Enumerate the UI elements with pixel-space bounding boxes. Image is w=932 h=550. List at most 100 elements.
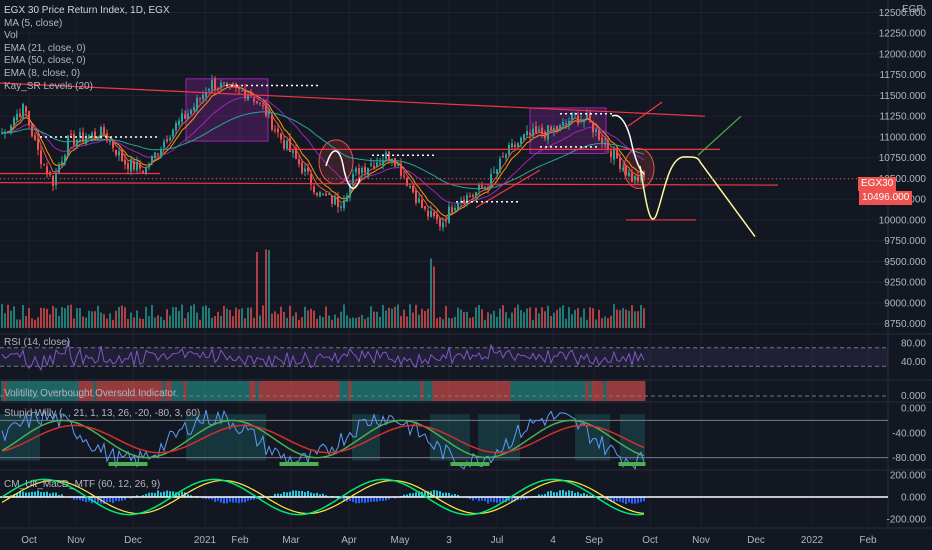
willy-signal-dot: [126, 462, 130, 466]
willy-signal-dot: [120, 462, 124, 466]
highlight-box-feb: [185, 78, 269, 142]
macd-histogram-bar: [235, 497, 237, 503]
macd-histogram-bar: [241, 497, 243, 503]
volatility-pane-label[interactable]: Volitility Overbought Oversold Indicator: [4, 388, 177, 399]
volume-bar: [352, 317, 354, 328]
candle-body: [154, 152, 156, 158]
candle-body: [202, 94, 204, 100]
candle-body: [175, 123, 177, 131]
macd-histogram-bar: [616, 497, 618, 502]
volume-bar: [607, 318, 609, 328]
volatility-bar: [15, 381, 19, 401]
legend-ema8[interactable]: EMA (8, close, 0): [4, 67, 81, 79]
candle-body: [412, 185, 414, 193]
candle-body: [313, 186, 315, 193]
volatility-bar: [555, 381, 559, 401]
macd-histogram-bar: [124, 497, 126, 501]
candle-body: [25, 106, 27, 113]
candle-body: [61, 161, 63, 165]
candle-body: [493, 172, 495, 174]
volatility-bar: [135, 381, 139, 401]
macd-histogram-bar: [589, 495, 591, 497]
volume-bar: [271, 313, 273, 328]
volume-bar: [559, 307, 561, 328]
willy-signal-dot: [315, 462, 319, 466]
volatility-bar: [360, 381, 364, 401]
volatility-bar: [384, 381, 388, 401]
candle-body: [142, 171, 144, 173]
legend-vol[interactable]: Vol: [4, 30, 18, 42]
macd-pane-label[interactable]: CM_Ult_MacD_MTF (60, 12, 26, 9): [4, 479, 161, 490]
candle-body: [457, 203, 459, 210]
volatility-bar: [414, 381, 418, 401]
macd-histogram-bar: [382, 497, 384, 501]
volatility-bar: [207, 381, 211, 401]
sr-level-low: [0, 182, 779, 186]
macd-histogram-bar: [226, 497, 228, 504]
volatility-bar: [501, 381, 505, 401]
candle-body: [526, 130, 528, 136]
volatility-bar: [192, 381, 196, 401]
willy-slow-line: [1, 424, 645, 454]
legend-ma5[interactable]: MA (5, close): [4, 17, 63, 29]
volatility-bar: [237, 381, 241, 401]
volume-bar: [415, 304, 417, 328]
volatility-bar: [309, 381, 313, 401]
volatility-bar: [69, 381, 73, 401]
volatility-bar: [60, 381, 64, 401]
volume-bar: [484, 319, 486, 328]
candle-body: [436, 214, 438, 220]
volume-bar: [601, 318, 603, 328]
candle-body: [322, 193, 324, 195]
candle-body: [85, 137, 87, 144]
macd-histogram-bar: [625, 497, 627, 505]
indicator-panes: 80.00 40.00 0.000 0.000 -40.000 -80.000 200.00…: [0, 339, 926, 526]
macd-histogram-bar: [151, 492, 153, 497]
volatility-bar: [228, 381, 232, 401]
macd-histogram-bar: [136, 495, 138, 497]
candle-body: [466, 195, 468, 202]
macd-histogram-bar: [388, 497, 390, 500]
macd-histogram-bar: [478, 497, 480, 502]
willy-pane-label[interactable]: Stupid Willy (, , 21, 1, 13, 26, -20, -8…: [4, 408, 201, 419]
macd-histogram-bar: [220, 497, 222, 503]
candle-body: [172, 129, 174, 137]
candle-body: [130, 159, 132, 172]
rsi-line: [1, 340, 645, 372]
last-price-tag: EGX3010496.000: [858, 177, 932, 205]
volatility-bar: [21, 381, 25, 401]
candle-body: [274, 129, 276, 131]
volatility-bar: [351, 381, 355, 401]
candle-body: [394, 158, 396, 167]
candle-body: [277, 128, 279, 133]
candle-body: [217, 87, 219, 89]
time-axis: Oct Nov Dec 2021 Feb Mar Apr May 3 Jul 4 Sep Oct Nov D…: [21, 535, 877, 546]
rsi-pane-label[interactable]: RSI (14, close): [4, 337, 71, 348]
legend-ema50[interactable]: EMA (50, close, 0): [4, 55, 86, 67]
pattern-curve-sep: [611, 114, 645, 175]
macd-histogram-bar: [160, 492, 162, 497]
chart-title[interactable]: EGX 30 Price Return Index, 1D, EGX: [4, 5, 170, 16]
volatility-bar: [156, 381, 160, 401]
volume-bar: [202, 306, 204, 328]
candle-body: [520, 137, 522, 144]
macd-histogram-bar: [274, 493, 276, 497]
macd-histogram-bar: [322, 493, 324, 497]
candle-body: [247, 93, 249, 101]
volume-bar: [535, 307, 537, 328]
candle-body: [403, 175, 405, 177]
volume-bar: [577, 308, 579, 328]
volume-bar: [130, 312, 132, 328]
willy-signal-dot: [633, 462, 637, 466]
volume-bar: [457, 307, 459, 328]
macd-histogram-bar: [628, 497, 630, 503]
volatility-bar: [585, 381, 589, 401]
macd-histogram-bar: [208, 497, 210, 500]
macd-histogram-bar: [319, 494, 321, 497]
volatility-bar: [483, 381, 487, 401]
volume-bar: [583, 308, 585, 328]
volatility-bar: [240, 381, 244, 401]
legend-ema21[interactable]: EMA (21, close, 0): [4, 42, 86, 54]
legend-kay-sr[interactable]: Kay_SR Levels (20): [4, 80, 93, 92]
candle-body: [133, 161, 135, 170]
